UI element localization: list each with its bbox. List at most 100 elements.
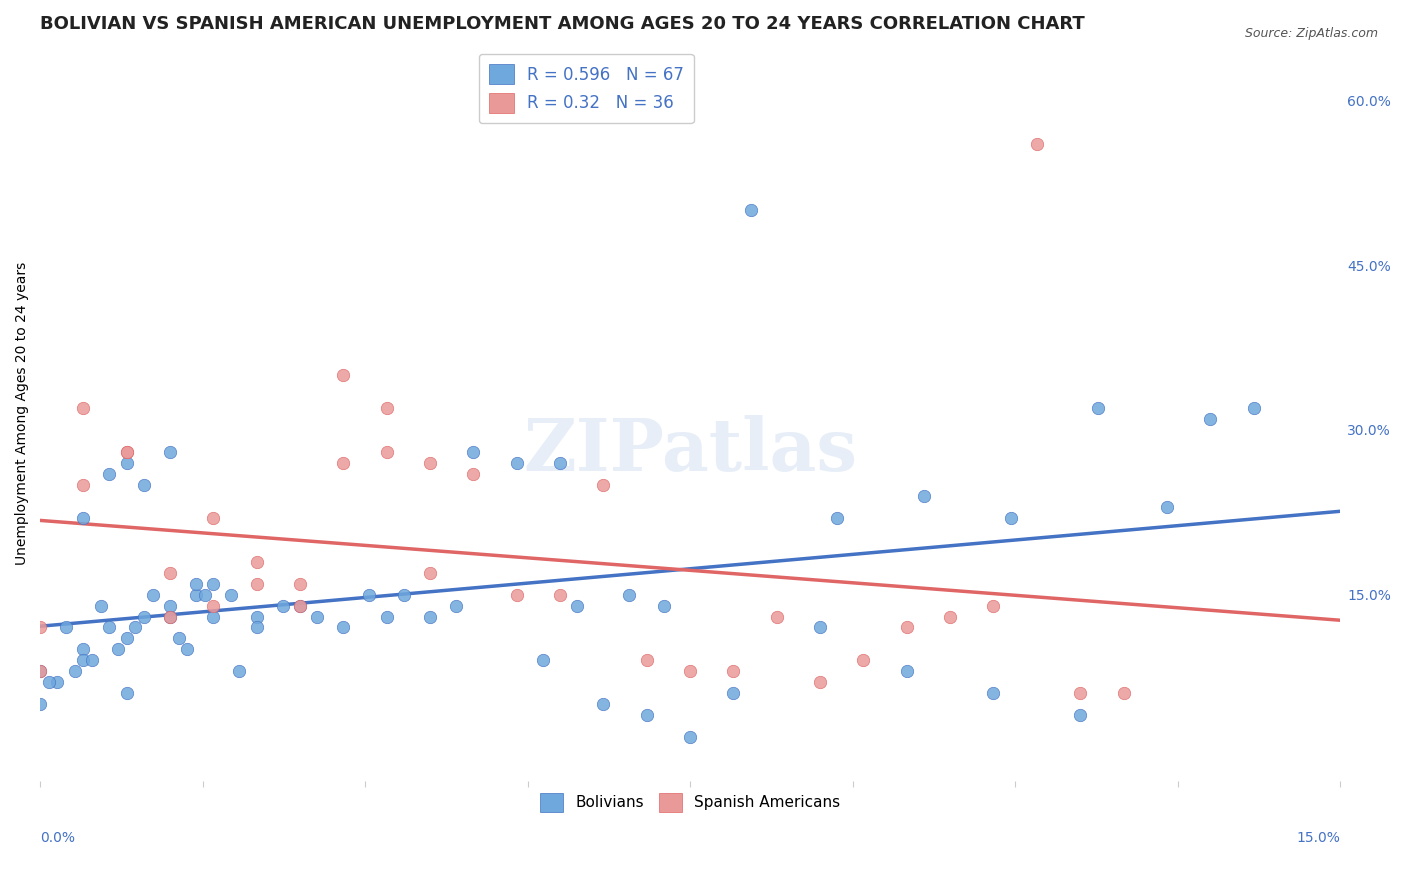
Bolivians	[63, 665, 86, 679]
Bolivians	[619, 588, 641, 602]
Bolivians	[1199, 412, 1222, 426]
Bolivians	[142, 588, 165, 602]
Spanish Americans	[983, 599, 1005, 613]
Bolivians	[82, 653, 104, 667]
Bolivians	[444, 599, 467, 613]
Bolivians	[107, 642, 129, 657]
Spanish Americans	[72, 477, 94, 491]
Bolivians	[548, 456, 571, 470]
Spanish Americans	[419, 566, 441, 580]
Spanish Americans	[375, 445, 398, 459]
Spanish Americans	[852, 653, 875, 667]
Spanish Americans	[896, 620, 918, 634]
Bolivians	[567, 599, 589, 613]
Spanish Americans	[246, 576, 269, 591]
Spanish Americans	[592, 477, 614, 491]
Bolivians	[419, 609, 441, 624]
Bolivians	[359, 588, 381, 602]
Bolivians	[115, 686, 138, 700]
Bolivians	[740, 203, 762, 218]
Bolivians	[636, 708, 658, 723]
Spanish Americans	[1025, 137, 1047, 152]
Bolivians	[392, 588, 415, 602]
Bolivians	[808, 620, 831, 634]
Bolivians	[246, 620, 269, 634]
Bolivians	[531, 653, 554, 667]
Bolivians	[159, 445, 181, 459]
Bolivians	[55, 620, 77, 634]
Bolivians	[115, 632, 138, 646]
Bolivians	[1087, 401, 1109, 415]
Bolivians	[219, 588, 242, 602]
Spanish Americans	[332, 456, 354, 470]
Bolivians	[202, 609, 225, 624]
Bolivians	[184, 588, 207, 602]
Bolivians	[723, 686, 745, 700]
Bolivians	[228, 665, 250, 679]
Spanish Americans	[548, 588, 571, 602]
Spanish Americans	[463, 467, 485, 481]
Spanish Americans	[288, 576, 311, 591]
Bolivians	[1156, 500, 1178, 514]
Bolivians	[46, 675, 69, 690]
Bolivians	[98, 467, 121, 481]
Bolivians	[679, 731, 702, 745]
Spanish Americans	[419, 456, 441, 470]
Spanish Americans	[766, 609, 789, 624]
Bolivians	[1000, 510, 1022, 524]
Spanish Americans	[115, 445, 138, 459]
Bolivians	[72, 642, 94, 657]
Bolivians	[72, 653, 94, 667]
Text: 15.0%: 15.0%	[1296, 830, 1340, 845]
Spanish Americans	[332, 368, 354, 382]
Spanish Americans	[506, 588, 529, 602]
Bolivians	[194, 588, 217, 602]
Spanish Americans	[202, 510, 225, 524]
Bolivians	[288, 599, 311, 613]
Bolivians	[90, 599, 112, 613]
Spanish Americans	[679, 665, 702, 679]
Bolivians	[134, 477, 156, 491]
Bolivians	[307, 609, 329, 624]
Text: BOLIVIAN VS SPANISH AMERICAN UNEMPLOYMENT AMONG AGES 20 TO 24 YEARS CORRELATION : BOLIVIAN VS SPANISH AMERICAN UNEMPLOYMEN…	[41, 15, 1085, 33]
Spanish Americans	[202, 599, 225, 613]
Bolivians	[124, 620, 146, 634]
Spanish Americans	[30, 665, 52, 679]
Bolivians	[983, 686, 1005, 700]
Bolivians	[912, 489, 935, 503]
Spanish Americans	[30, 620, 52, 634]
Text: ZIPatlas: ZIPatlas	[523, 415, 858, 486]
Bolivians	[167, 632, 190, 646]
Spanish Americans	[288, 599, 311, 613]
Bolivians	[271, 599, 294, 613]
Bolivians	[202, 576, 225, 591]
Text: Source: ZipAtlas.com: Source: ZipAtlas.com	[1244, 27, 1378, 40]
Bolivians	[38, 675, 60, 690]
Bolivians	[115, 456, 138, 470]
Spanish Americans	[636, 653, 658, 667]
Text: 0.0%: 0.0%	[41, 830, 75, 845]
Spanish Americans	[246, 555, 269, 569]
Spanish Americans	[72, 401, 94, 415]
Bolivians	[30, 665, 52, 679]
Bolivians	[1243, 401, 1265, 415]
Spanish Americans	[159, 609, 181, 624]
Bolivians	[652, 599, 675, 613]
Spanish Americans	[159, 566, 181, 580]
Spanish Americans	[939, 609, 962, 624]
Bolivians	[72, 510, 94, 524]
Bolivians	[375, 609, 398, 624]
Bolivians	[30, 698, 52, 712]
Bolivians	[246, 609, 269, 624]
Bolivians	[134, 609, 156, 624]
Bolivians	[506, 456, 529, 470]
Bolivians	[1069, 708, 1091, 723]
Bolivians	[592, 698, 614, 712]
Spanish Americans	[723, 665, 745, 679]
Legend: Bolivians, Spanish Americans: Bolivians, Spanish Americans	[534, 787, 846, 818]
Bolivians	[827, 510, 849, 524]
Spanish Americans	[115, 445, 138, 459]
Spanish Americans	[1112, 686, 1135, 700]
Bolivians	[98, 620, 121, 634]
Bolivians	[332, 620, 354, 634]
